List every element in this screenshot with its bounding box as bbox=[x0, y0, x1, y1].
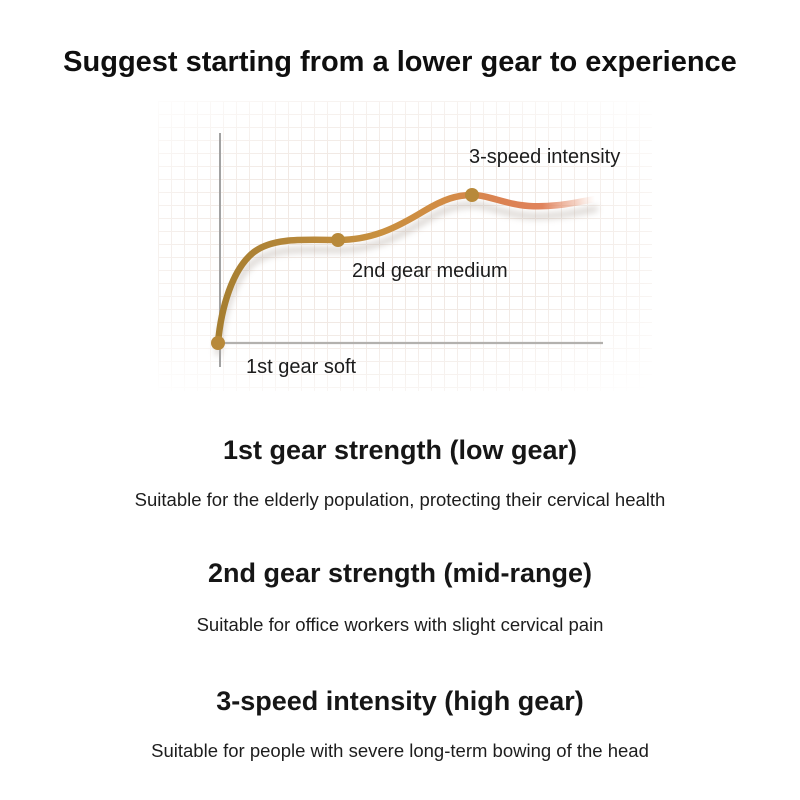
gear-intensity-curve-svg bbox=[211, 133, 603, 367]
point-label-1st-gear: 1st gear soft bbox=[246, 356, 357, 378]
data-point-dot-3 bbox=[465, 188, 479, 202]
section-2-heading: 2nd gear strength (mid-range) bbox=[207, 558, 593, 588]
data-point-dot-1 bbox=[211, 336, 225, 350]
point-label-2nd-gear: 2nd gear medium bbox=[352, 260, 508, 282]
section-2-body: Suitable for office workers with slight … bbox=[196, 614, 604, 635]
data-point-dot-2 bbox=[331, 233, 345, 247]
section-3-heading: 3-speed intensity (high gear) bbox=[216, 686, 584, 716]
section-1-body: Suitable for the elderly population, pro… bbox=[134, 489, 666, 510]
gear-intensity-chart: 1st gear soft 2nd gear medium 3-speed in… bbox=[150, 95, 660, 395]
section-3-body: Suitable for people with severe long-ter… bbox=[151, 740, 649, 761]
intensity-curve bbox=[214, 191, 599, 347]
page-title: Suggest starting from a lower gear to ex… bbox=[63, 46, 737, 78]
curve-shadow bbox=[215, 201, 598, 356]
section-1-heading: 1st gear strength (low gear) bbox=[222, 435, 578, 465]
point-label-3rd-gear: 3-speed intensity bbox=[469, 146, 621, 168]
